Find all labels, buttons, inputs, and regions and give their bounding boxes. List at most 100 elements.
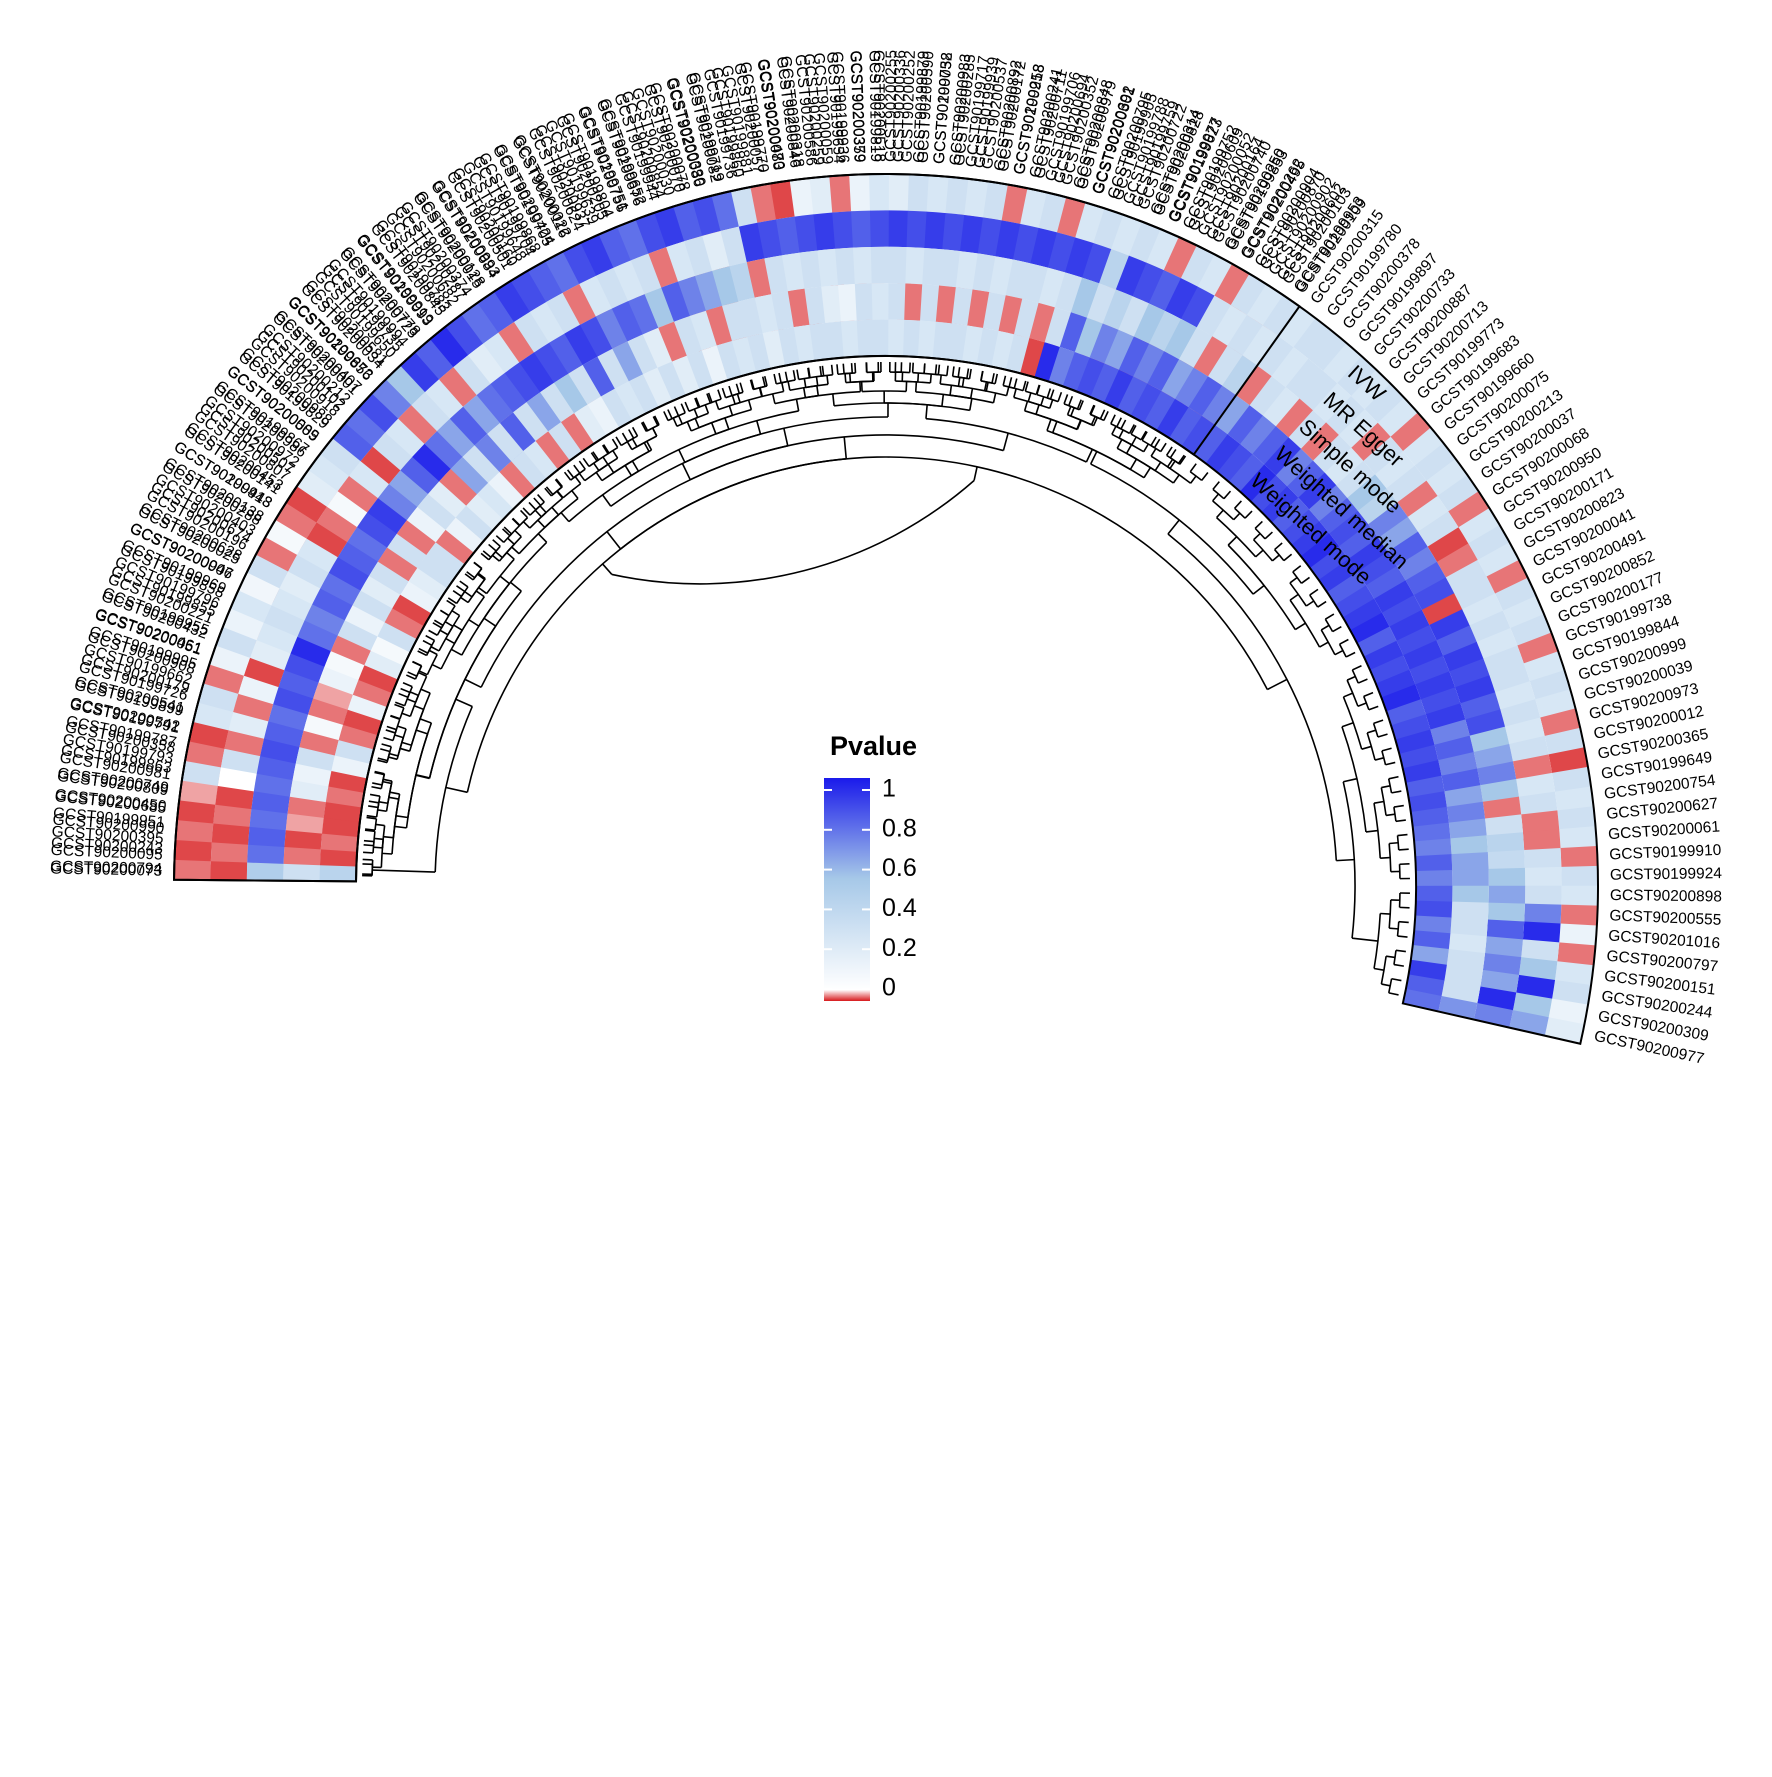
tree-branch: [782, 383, 784, 392]
tree-branch: [1310, 589, 1318, 595]
tree-branch: [1382, 748, 1392, 751]
tree-branch: [387, 727, 397, 730]
tree-branch: [950, 385, 951, 395]
tree-branch: [1047, 388, 1050, 397]
heatmap-cell: [1524, 848, 1561, 868]
tree-branch: [446, 787, 467, 792]
tree-branch: [465, 592, 472, 597]
tree-branch: [369, 801, 379, 803]
tree-branch: [1112, 426, 1116, 434]
tree-branch: [583, 458, 589, 466]
tree-branch: [402, 742, 412, 745]
heatmap-cell: [889, 247, 908, 284]
tree-branch: [633, 427, 638, 436]
heatmap-cell: [1489, 868, 1526, 886]
tree-branch: [784, 428, 788, 446]
heatmap-cell: [1525, 867, 1562, 886]
tree-branch: [510, 582, 521, 591]
tree-branch: [627, 442, 632, 450]
tree-branch: [390, 792, 400, 794]
tree-branch: [1014, 379, 1016, 389]
tree-branch: [368, 806, 378, 808]
legend-tick-label: 0.2: [882, 934, 917, 962]
tree-branch: [1167, 447, 1172, 455]
tree-branch: [817, 386, 818, 396]
heatmap-cell: [1415, 901, 1452, 918]
tree-branch: [837, 364, 838, 374]
tree-branch: [913, 363, 914, 373]
tree-branch: [1320, 642, 1329, 647]
heatmap-cell: [1523, 829, 1561, 850]
tree-branch: [970, 369, 972, 379]
tree-branch: [760, 388, 762, 397]
tree-branch: [1301, 577, 1309, 583]
tree-branch: [1151, 437, 1156, 446]
tree-branch: [1068, 406, 1071, 414]
heatmap-cell: [1561, 846, 1598, 868]
tree-branch: [457, 586, 465, 592]
heatmap-cell: [857, 320, 874, 357]
tree-branch: [1352, 666, 1361, 670]
tree-branch: [1380, 914, 1390, 915]
gene-label: GCST90200518: [870, 50, 888, 162]
tree-branch: [918, 373, 919, 382]
tree-branch: [379, 802, 388, 803]
tree-branch: [552, 507, 559, 514]
tree-branch: [732, 395, 735, 404]
tree-branch: [1362, 746, 1372, 749]
heatmap-cell: [889, 174, 910, 211]
tree-branch: [971, 388, 973, 398]
tree-branch: [942, 394, 943, 406]
tree-branch: [1325, 614, 1334, 619]
tree-branch: [963, 378, 964, 387]
tree-branch: [1191, 476, 1196, 483]
tree-branch: [958, 377, 959, 386]
tree-branch: [429, 630, 438, 635]
gene-label: GCST90200898: [1610, 887, 1722, 906]
heatmap-cell: [1561, 866, 1598, 887]
heatmap-cell: [211, 842, 248, 863]
legend-colorbar: [824, 778, 870, 1001]
tree-branch: [1358, 679, 1367, 683]
tree-branch: [1170, 449, 1176, 457]
tree-branch: [1235, 501, 1242, 508]
tree-branch: [512, 547, 519, 554]
tree-branch: [575, 477, 580, 484]
tree-branch: [1396, 820, 1406, 821]
tree-branch: [1389, 843, 1398, 844]
tree-branch: [1047, 419, 1051, 430]
tree-branch: [395, 826, 407, 827]
tree-branch: [432, 665, 441, 669]
tree-branch: [930, 374, 931, 383]
heatmap-cell: [1414, 838, 1451, 856]
tree-branch: [992, 373, 994, 383]
tree-branch: [423, 641, 432, 646]
tree-branch: [456, 699, 473, 706]
tree-branch: [1386, 814, 1395, 815]
gene-label: GCST90200336: [890, 50, 909, 162]
tree-branch: [1335, 651, 1343, 655]
tree-branch: [1389, 993, 1399, 995]
tree-branch: [1391, 791, 1401, 793]
tree-branch: [788, 381, 790, 390]
tree-branch: [1121, 420, 1126, 429]
tree-branch: [974, 467, 977, 481]
tree-branch: [1396, 950, 1406, 951]
tree-branch: [594, 463, 599, 470]
heatmap-cell: [872, 283, 889, 320]
tree-branch: [412, 662, 421, 666]
tree-branch: [1009, 377, 1011, 387]
tree-branch: [773, 394, 775, 404]
tree-branch: [376, 824, 385, 825]
tree-branch: [1117, 439, 1122, 448]
tree-branch: [827, 375, 828, 384]
tree-branch: [705, 405, 708, 413]
tree-branch: [935, 364, 936, 374]
tree-branch: [445, 622, 453, 627]
tree-branch: [995, 374, 997, 384]
tree-branch: [364, 845, 374, 846]
tree-branch: [367, 816, 377, 817]
heatmap-cell: [907, 211, 928, 248]
tree-branch: [1086, 449, 1092, 462]
